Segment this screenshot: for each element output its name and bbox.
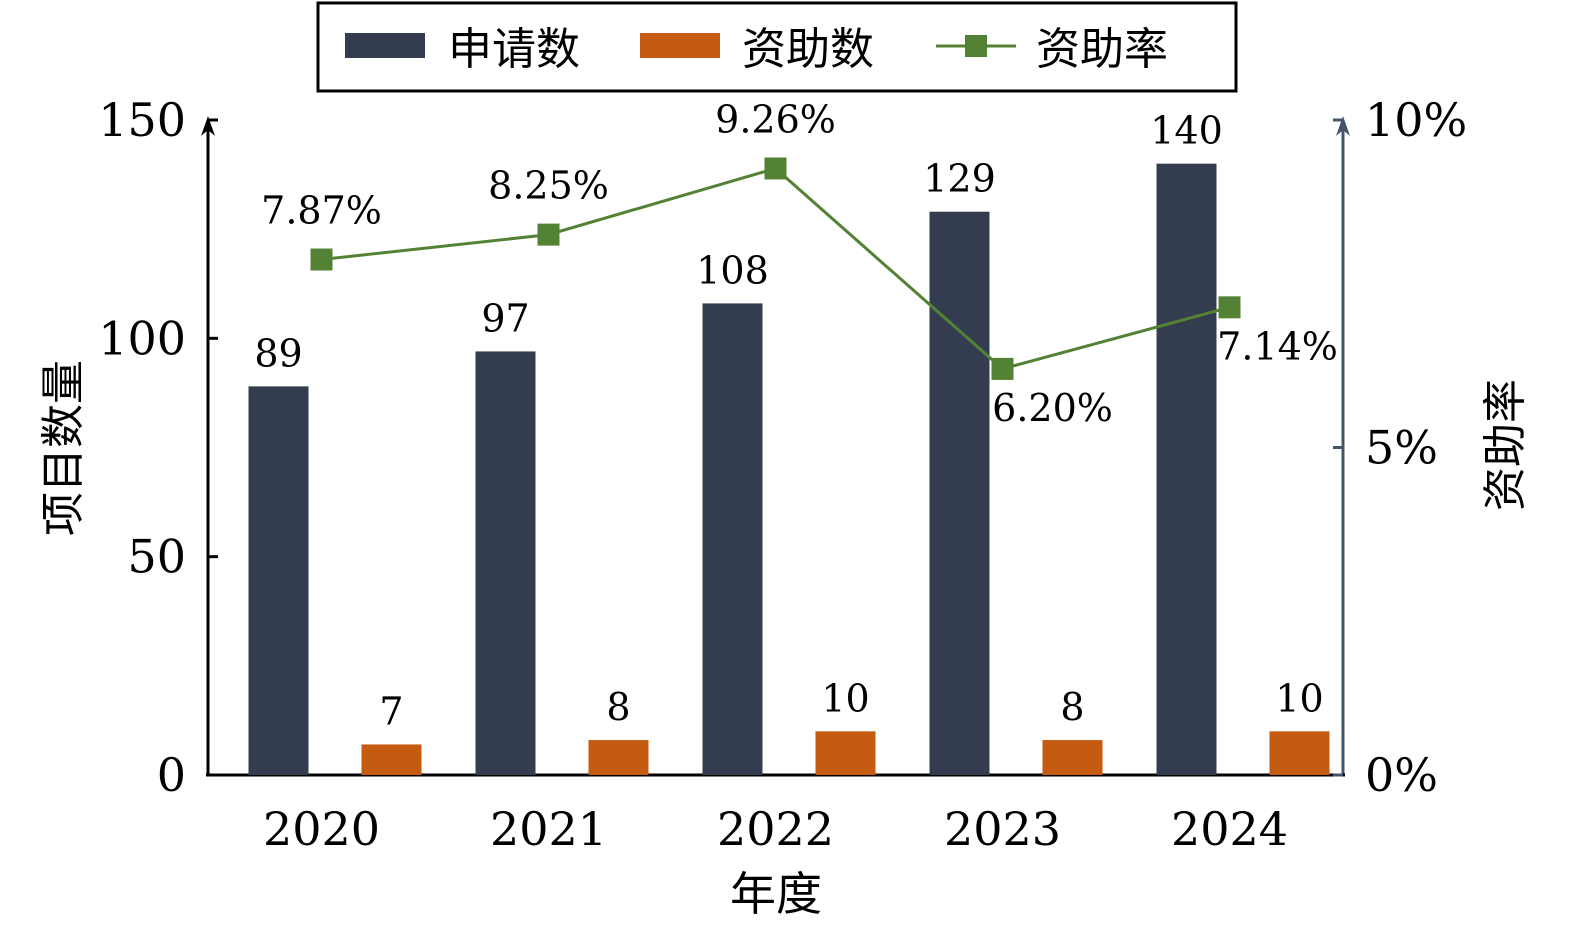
rate-marker xyxy=(991,357,1014,380)
data-label-funded: 7 xyxy=(379,689,403,733)
right-tick-label: 0% xyxy=(1365,748,1438,802)
left-axis-arrow xyxy=(201,116,215,136)
bar-applications xyxy=(1156,163,1217,775)
data-label-funded: 10 xyxy=(1275,676,1323,720)
data-label-applications: 140 xyxy=(1150,109,1223,153)
x-tick-label: 2021 xyxy=(490,802,607,856)
legend-swatch-funded xyxy=(640,33,720,58)
legend-swatch-applications xyxy=(345,33,425,58)
legend-marker-rate xyxy=(965,35,987,57)
data-label-applications: 129 xyxy=(923,157,996,201)
axes: 项目数量 资助率 年度 xyxy=(38,116,1531,921)
left-tick-label: 100 xyxy=(98,311,186,365)
data-label-rate: 6.20% xyxy=(992,386,1113,430)
data-label-funded: 8 xyxy=(606,685,630,729)
left-tick-label: 150 xyxy=(98,93,186,147)
data-label-funded: 10 xyxy=(821,676,869,720)
x-axis-title: 年度 xyxy=(730,867,822,921)
bar-funded xyxy=(361,744,422,775)
data-label-applications: 97 xyxy=(481,296,529,340)
rate-marker xyxy=(1218,296,1241,319)
data-label-rate: 7.14% xyxy=(1217,324,1338,368)
data-label-rate: 8.25% xyxy=(488,164,609,208)
rate-line xyxy=(321,166,1230,371)
rate-line-group xyxy=(310,157,1241,380)
data-label-applications: 89 xyxy=(254,331,302,375)
bar-applications xyxy=(702,303,763,775)
x-tick-label: 2022 xyxy=(717,802,834,856)
category-tick-group: 2020 2021 2022 2023 2024 xyxy=(263,802,1288,856)
rate-marker xyxy=(764,157,787,180)
rate-marker xyxy=(310,248,333,271)
data-label-rate: 9.26% xyxy=(715,97,836,141)
data-label-funded: 8 xyxy=(1060,685,1084,729)
bar-funded xyxy=(1269,731,1330,775)
legend-label-funded: 资助数 xyxy=(742,24,874,75)
bar-funded xyxy=(1042,740,1103,775)
right-tick-group: 0% 5% 10% xyxy=(1333,93,1467,802)
left-tick-group: 0 50 100 150 xyxy=(98,93,218,802)
bar-applications xyxy=(475,351,536,775)
x-tick-label: 2024 xyxy=(1171,802,1288,856)
rate-marker xyxy=(537,223,560,246)
legend-frame xyxy=(316,1,1238,93)
data-label-rate: 7.87% xyxy=(261,189,382,233)
left-tick-label: 50 xyxy=(127,530,186,584)
y2-axis-title: 资助率 xyxy=(1480,379,1531,511)
right-tick-label: 5% xyxy=(1365,421,1438,475)
bar-funded xyxy=(588,740,649,775)
left-tick-label: 0 xyxy=(157,748,186,802)
right-tick-label: 10% xyxy=(1365,93,1467,147)
legend-label-applications: 申请数 xyxy=(448,24,580,75)
x-tick-label: 2020 xyxy=(263,802,380,856)
y-axis-title: 项目数量 xyxy=(38,360,89,536)
legend-label-rate: 资助率 xyxy=(1036,24,1168,75)
data-label-applications: 108 xyxy=(696,248,769,292)
legend: 申请数 资助数 资助率 xyxy=(316,1,1238,93)
bar-applications xyxy=(248,386,309,775)
x-tick-label: 2023 xyxy=(944,802,1061,856)
bar-funded xyxy=(815,731,876,775)
bar-applications xyxy=(929,211,990,775)
right-axis-arrow xyxy=(1336,116,1350,136)
bar-group xyxy=(248,163,1330,775)
